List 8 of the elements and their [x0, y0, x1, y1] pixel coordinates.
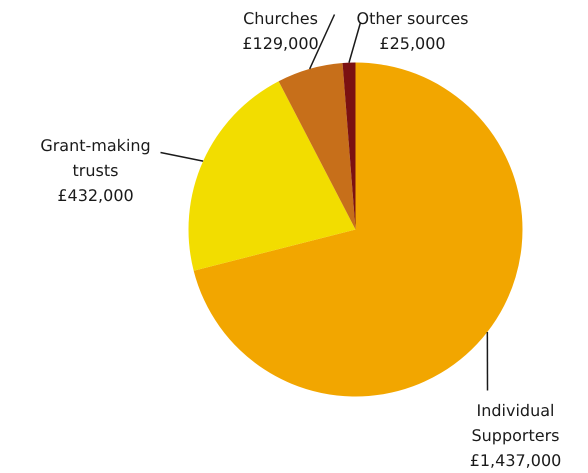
slice-label: Other sources [356, 9, 468, 28]
slice-label: Grant-making trusts [40, 136, 151, 180]
slice-label: Individual Supporters [471, 401, 560, 445]
slice-label: Churches [243, 9, 318, 28]
data-label: £1,437,000 [470, 451, 562, 470]
data-label: £25,000 [379, 34, 446, 53]
data-label: £432,000 [57, 186, 134, 205]
data-label: £129,000 [242, 34, 319, 53]
